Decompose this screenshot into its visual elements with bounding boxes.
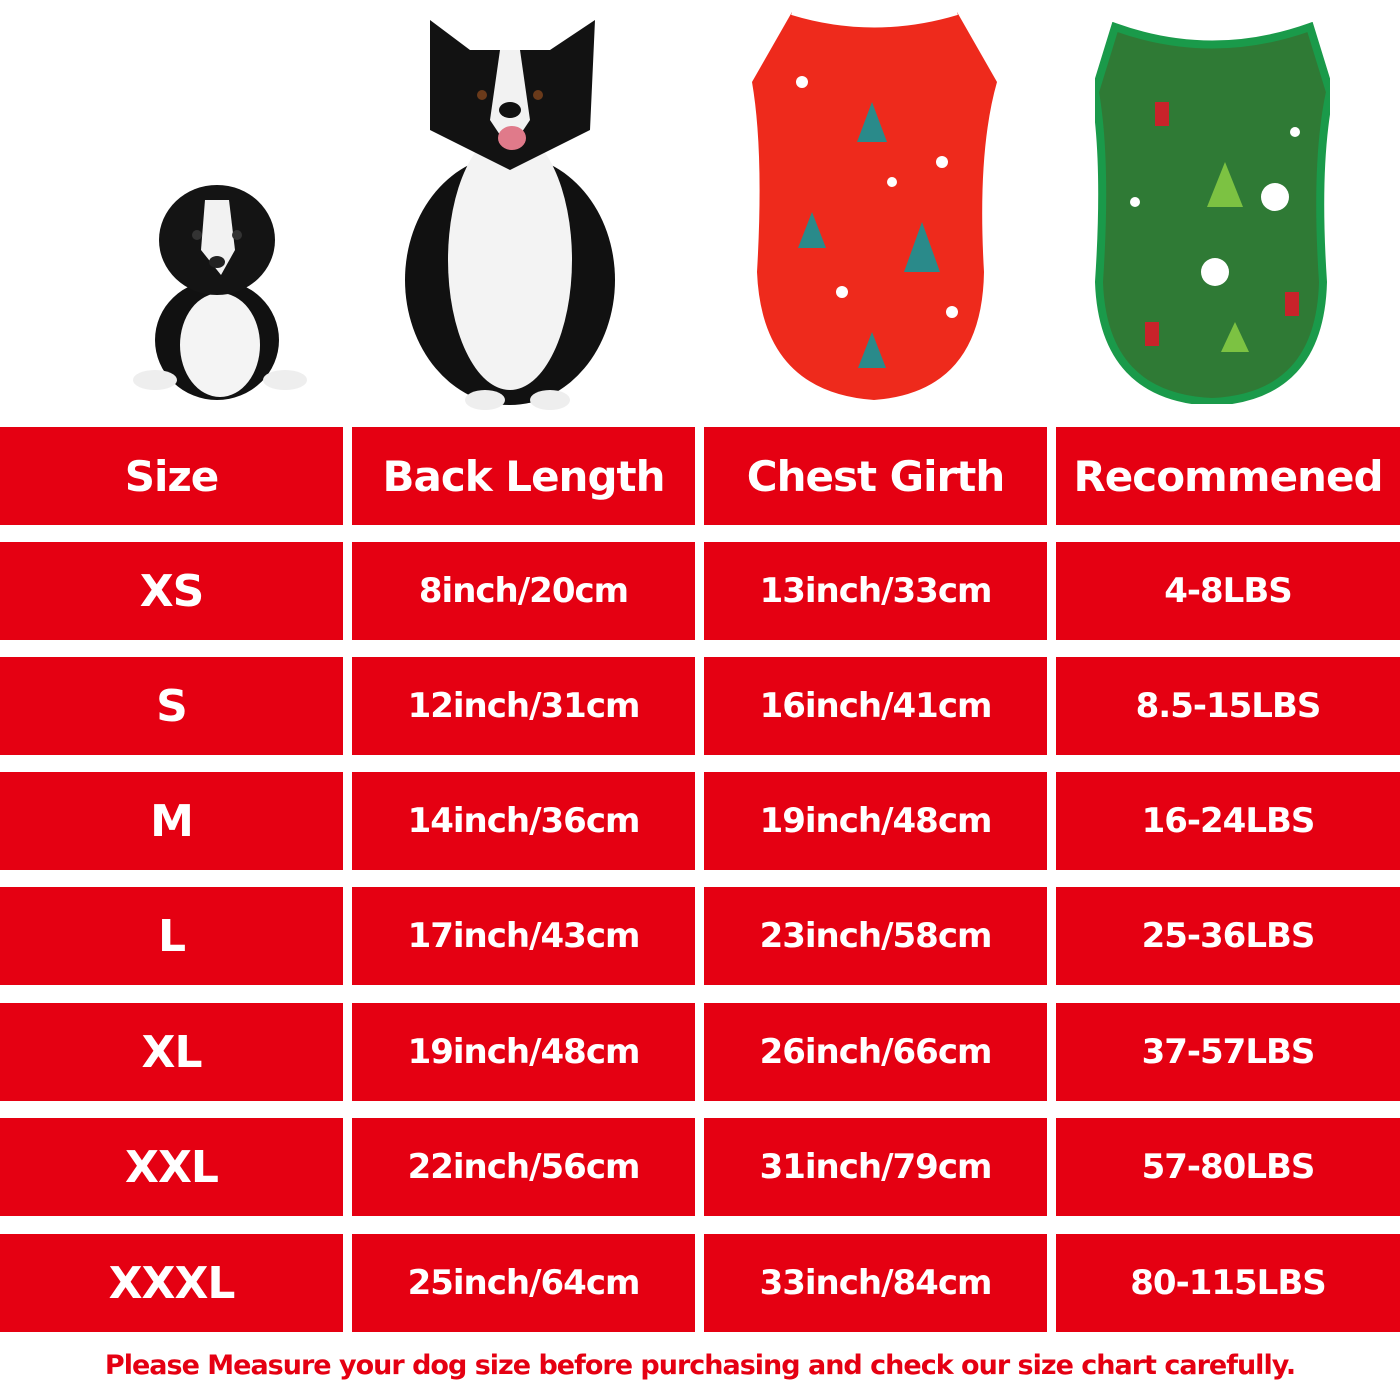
cell-back-length: 22inch/56cm bbox=[352, 1118, 695, 1216]
header-size: Size bbox=[0, 427, 343, 525]
cell-size: XXXL bbox=[0, 1234, 343, 1332]
cell-size: M bbox=[0, 772, 343, 870]
cell-size: XXL bbox=[0, 1118, 343, 1216]
cell-chest-girth: 31inch/79cm bbox=[704, 1118, 1047, 1216]
cell-chest-girth: 33inch/84cm bbox=[704, 1234, 1047, 1332]
measure-note: Please Measure your dog size before purc… bbox=[104, 1350, 1296, 1381]
table-row: XXL 22inch/56cm 31inch/79cm 57-80LBS bbox=[0, 1118, 1400, 1216]
cell-back-length: 17inch/43cm bbox=[352, 887, 695, 985]
cell-recommended-weight: 57-80LBS bbox=[1056, 1118, 1400, 1216]
cell-chest-girth: 23inch/58cm bbox=[704, 887, 1047, 985]
cell-recommended-weight: 37-57LBS bbox=[1056, 1003, 1400, 1101]
cell-recommended-weight: 16-24LBS bbox=[1056, 772, 1400, 870]
cell-back-length: 8inch/20cm bbox=[352, 542, 695, 640]
table-header-row: Size Back Length Chest Girth Recommened bbox=[0, 427, 1400, 525]
table-row: XL 19inch/48cm 26inch/66cm 37-57LBS bbox=[0, 1003, 1400, 1101]
cell-back-length: 14inch/36cm bbox=[352, 772, 695, 870]
green-christmas-shirt-image bbox=[1095, 22, 1330, 404]
cell-chest-girth: 13inch/33cm bbox=[704, 542, 1047, 640]
cell-recommended-weight: 25-36LBS bbox=[1056, 887, 1400, 985]
cell-back-length: 19inch/48cm bbox=[352, 1003, 695, 1101]
cell-recommended-weight: 80-115LBS bbox=[1056, 1234, 1400, 1332]
cell-back-length: 25inch/64cm bbox=[352, 1234, 695, 1332]
table-row: M 14inch/36cm 19inch/48cm 16-24LBS bbox=[0, 772, 1400, 870]
table-row: L 17inch/43cm 23inch/58cm 25-36LBS bbox=[0, 887, 1400, 985]
header-back-length: Back Length bbox=[352, 427, 695, 525]
cell-chest-girth: 16inch/41cm bbox=[704, 657, 1047, 755]
table-row: XXXL 25inch/64cm 33inch/84cm 80-115LBS bbox=[0, 1234, 1400, 1332]
header-chest-girth: Chest Girth bbox=[704, 427, 1047, 525]
table-row: XS 8inch/20cm 13inch/33cm 4-8LBS bbox=[0, 542, 1400, 640]
header-recommended: Recommened bbox=[1056, 427, 1400, 525]
cell-chest-girth: 19inch/48cm bbox=[704, 772, 1047, 870]
cell-recommended-weight: 8.5-15LBS bbox=[1056, 657, 1400, 755]
cell-recommended-weight: 4-8LBS bbox=[1056, 542, 1400, 640]
puppy-image bbox=[133, 185, 307, 400]
cell-size: L bbox=[0, 887, 343, 985]
cell-size: XS bbox=[0, 542, 343, 640]
table-row: S 12inch/31cm 16inch/41cm 8.5-15LBS bbox=[0, 657, 1400, 755]
cell-size: S bbox=[0, 657, 343, 755]
red-christmas-shirt-image bbox=[752, 12, 997, 400]
adult-dog-image bbox=[405, 20, 615, 410]
cell-size: XL bbox=[0, 1003, 343, 1101]
cell-back-length: 12inch/31cm bbox=[352, 657, 695, 755]
cell-chest-girth: 26inch/66cm bbox=[704, 1003, 1047, 1101]
